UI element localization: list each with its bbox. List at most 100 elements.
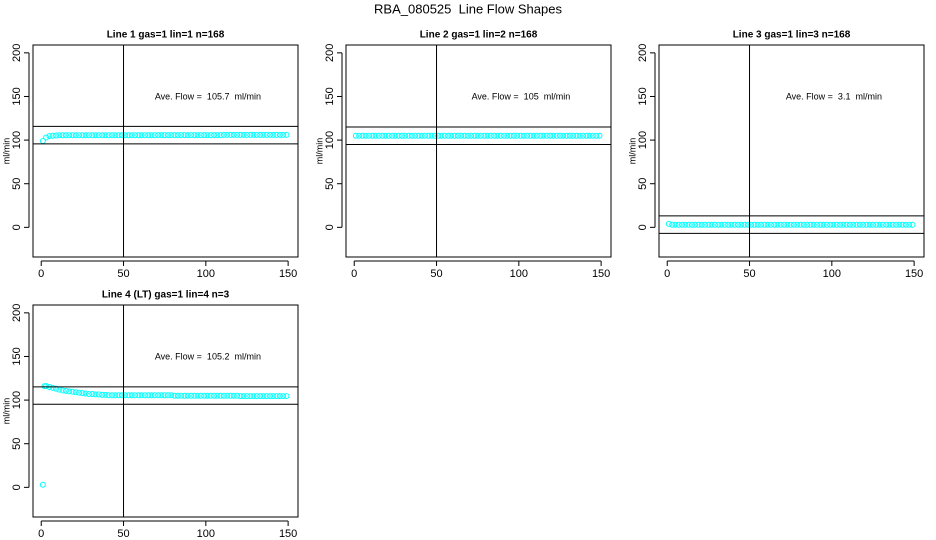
point xyxy=(784,221,791,228)
point xyxy=(85,390,92,397)
point xyxy=(715,221,722,228)
y-tick-label: 0 xyxy=(11,224,23,230)
point xyxy=(688,221,695,228)
point xyxy=(135,132,142,139)
point xyxy=(362,132,369,139)
point xyxy=(214,132,221,139)
point xyxy=(431,132,438,139)
point xyxy=(257,393,264,400)
x-tick-label: 150 xyxy=(592,268,610,280)
point xyxy=(356,132,363,139)
point xyxy=(484,132,491,139)
point xyxy=(253,131,260,138)
point xyxy=(234,392,241,399)
point xyxy=(276,393,283,400)
point xyxy=(477,132,484,139)
point xyxy=(168,132,175,139)
x-tick-label: 0 xyxy=(38,528,44,540)
y-tick-label: 50 xyxy=(637,178,649,190)
point xyxy=(283,131,290,138)
point xyxy=(866,221,873,228)
point xyxy=(224,131,231,138)
point xyxy=(458,132,465,139)
point xyxy=(794,221,801,228)
x-tick-label: 0 xyxy=(664,268,670,280)
panel-title: Line 4 (LT) gas=1 lin=4 n=3 xyxy=(102,290,230,301)
point xyxy=(415,132,422,139)
point xyxy=(359,132,366,139)
point xyxy=(468,132,475,139)
point xyxy=(102,391,109,398)
y-tick-label: 150 xyxy=(637,87,649,105)
point xyxy=(402,132,409,139)
plot-frame xyxy=(345,44,612,258)
y-tick-label: 200 xyxy=(637,44,649,62)
point xyxy=(547,132,554,139)
point xyxy=(833,221,840,228)
point xyxy=(72,389,79,396)
point xyxy=(418,132,425,139)
point xyxy=(685,221,692,228)
x-tick-label: 100 xyxy=(823,268,841,280)
point xyxy=(873,221,880,228)
point xyxy=(263,393,270,400)
point xyxy=(99,132,106,139)
y-tick-label: 200 xyxy=(11,44,23,62)
point xyxy=(220,131,227,138)
point xyxy=(69,132,76,139)
point xyxy=(211,392,218,399)
point xyxy=(438,132,445,139)
point xyxy=(148,392,155,399)
point xyxy=(764,221,771,228)
point xyxy=(748,221,755,228)
point xyxy=(692,221,699,228)
point xyxy=(883,221,890,228)
point xyxy=(82,390,89,397)
point xyxy=(758,221,765,228)
point xyxy=(79,132,86,139)
point xyxy=(461,132,468,139)
point xyxy=(899,221,906,228)
point xyxy=(718,221,725,228)
point xyxy=(230,131,237,138)
point xyxy=(217,132,224,139)
point xyxy=(471,132,478,139)
y-tick-label: 0 xyxy=(637,224,649,230)
point xyxy=(408,132,415,139)
point xyxy=(893,221,900,228)
point xyxy=(171,132,178,139)
point xyxy=(161,392,168,399)
point xyxy=(207,392,214,399)
point xyxy=(570,132,577,139)
point xyxy=(230,392,237,399)
point xyxy=(59,132,66,139)
point xyxy=(194,132,201,139)
point xyxy=(754,221,761,228)
point xyxy=(428,132,435,139)
x-tick-label: 50 xyxy=(430,268,442,280)
point xyxy=(741,221,748,228)
point xyxy=(520,132,527,139)
point xyxy=(543,132,550,139)
point xyxy=(896,221,903,228)
point xyxy=(227,392,234,399)
point xyxy=(250,131,257,138)
point xyxy=(155,132,162,139)
point xyxy=(128,132,135,139)
x-tick-label: 100 xyxy=(197,528,215,540)
point xyxy=(405,132,412,139)
point xyxy=(214,392,221,399)
point xyxy=(270,131,277,138)
point xyxy=(728,221,735,228)
point xyxy=(102,132,109,139)
point xyxy=(445,132,452,139)
x-tick-label: 0 xyxy=(38,268,44,280)
point xyxy=(527,132,534,139)
point xyxy=(530,132,537,139)
point xyxy=(721,221,728,228)
point xyxy=(669,221,676,228)
point xyxy=(53,385,60,392)
point xyxy=(204,132,211,139)
panel: Line 3 gas=1 lin=3 n=168 ml/min 0 50 100 150 0… xyxy=(627,30,925,280)
point xyxy=(158,132,165,139)
